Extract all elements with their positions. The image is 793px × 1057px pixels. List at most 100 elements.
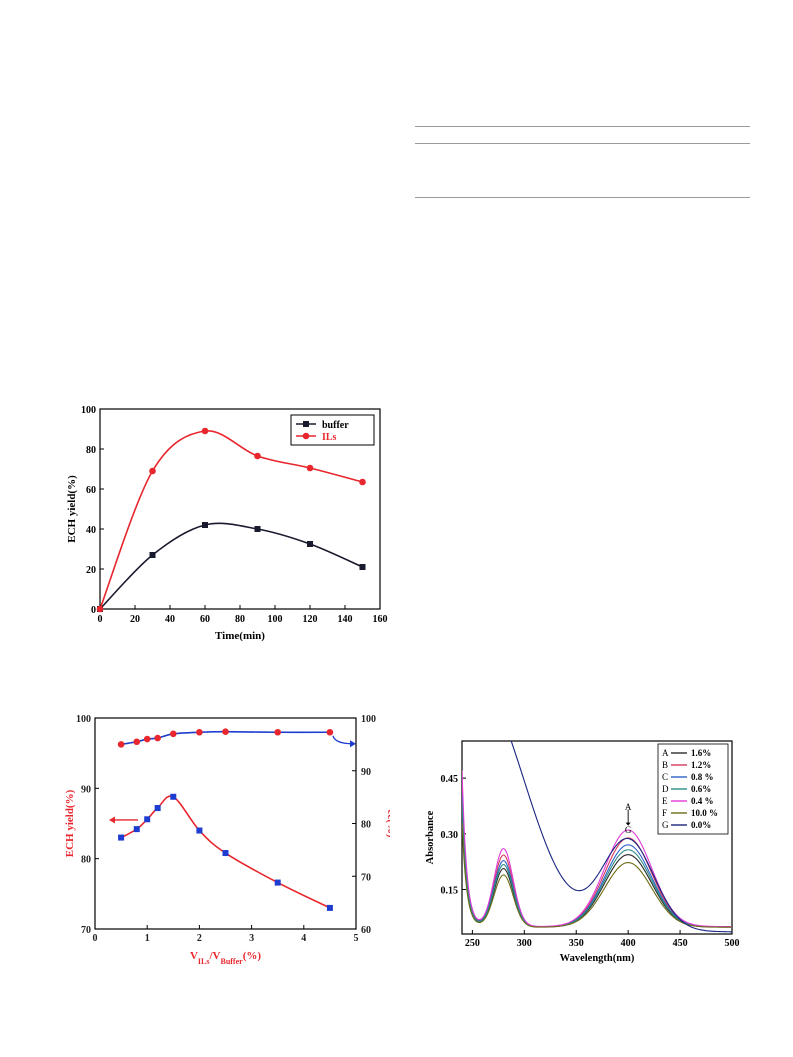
- legend-label-E: 0.4 %: [691, 796, 714, 806]
- data-point-ILs: [306, 464, 314, 472]
- y-tick-label: 60: [86, 485, 96, 496]
- legend-label-G: 0.0%: [691, 820, 711, 830]
- y2-tick-label: 90: [361, 767, 371, 778]
- x-axis-label: Wavelength(nm): [560, 953, 635, 964]
- data-point-left: [222, 850, 229, 857]
- annotation-top-label: A: [625, 802, 632, 812]
- legend-key-C: C: [662, 772, 668, 782]
- left-axis-arrowhead: [109, 816, 115, 824]
- x-tick-label: 4: [301, 933, 306, 944]
- y-tick-label: 0.45: [441, 774, 459, 785]
- y-axis-label: ECH yield(%): [66, 475, 78, 543]
- data-point-right: [143, 735, 151, 743]
- x-tick-label: 2: [197, 933, 202, 944]
- series-line-buffer: [99, 522, 363, 610]
- legend-label-B: 1.2%: [691, 760, 711, 770]
- x-tick-label: 100: [268, 614, 283, 625]
- y-tick-label: 90: [81, 784, 91, 795]
- table-fragment: [415, 126, 750, 198]
- legend-key-G: G: [662, 820, 669, 830]
- data-point-buffer: [359, 564, 366, 570]
- data-point-buffer: [254, 526, 261, 532]
- series-line-ILs: [99, 430, 363, 610]
- x-tick-label: 120: [303, 614, 318, 625]
- y2-tick-label: 60: [361, 925, 371, 936]
- x-tick-label: 3: [249, 933, 254, 944]
- annotation-arrowhead: [625, 822, 631, 826]
- y2-tick-label: 70: [361, 872, 371, 883]
- data-point-left: [144, 816, 151, 823]
- y-tick-label: 70: [81, 925, 91, 936]
- table-bottom-rule: [415, 197, 750, 198]
- x-tick-label: 400: [621, 938, 636, 949]
- legend-key-F: F: [662, 808, 667, 818]
- x-tick-label: 20: [130, 614, 140, 625]
- y-tick-label: 0.30: [441, 830, 459, 841]
- y-tick-label: 0: [91, 605, 96, 616]
- x-tick-label: 60: [200, 614, 210, 625]
- data-point-ILs: [201, 427, 209, 435]
- legend-label-ILs: ILs: [322, 432, 337, 443]
- data-point-left: [154, 805, 161, 812]
- data-point-buffer: [202, 522, 208, 528]
- y-tick-label: 20: [86, 565, 96, 576]
- x-tick-label: 450: [673, 938, 688, 949]
- x-tick-label: 250: [465, 938, 480, 949]
- data-point-ILs: [359, 478, 366, 486]
- legend-key-E: E: [662, 796, 668, 806]
- table-top-rule: [415, 126, 750, 127]
- y-tick-label: 80: [81, 855, 91, 866]
- spectrum-E: [462, 770, 732, 928]
- legend-marker-ILs: [302, 432, 310, 440]
- data-point-ILs: [149, 467, 156, 475]
- data-point-right: [117, 741, 125, 748]
- legend-box: [290, 414, 375, 446]
- data-point-ILs: [254, 452, 261, 460]
- y2-axis-label: ee(%): [385, 809, 390, 837]
- legend-marker-buffer: [303, 421, 309, 427]
- y-tick-label: 100: [76, 714, 91, 725]
- x-axis-label: Time(min): [215, 630, 265, 642]
- spectra-group: [462, 741, 732, 933]
- data-point-right: [170, 730, 177, 738]
- y2-tick-label: 80: [361, 820, 371, 831]
- data-point-right: [274, 728, 281, 736]
- y-tick-label: 0.15: [441, 885, 459, 896]
- legend-label-A: 1.6%: [691, 748, 711, 758]
- data-point-right: [326, 728, 334, 736]
- table-header-rule: [415, 143, 750, 144]
- legend-box: [657, 743, 729, 835]
- ratio-chart: 0 1 2 3 4 5 70 80 90 100 60 70 80 90 100 VILs/VBuffer(%…: [64, 714, 390, 966]
- right-axis-arrowhead: [350, 740, 356, 748]
- data-point-buffer: [307, 541, 313, 547]
- data-point-buffer: [149, 552, 156, 558]
- data-point-left: [118, 834, 125, 841]
- annotation-bottom-label: G: [625, 825, 632, 835]
- spectrum-F: [462, 822, 732, 928]
- time-course-chart: 0 20 40 60 80 100 120 140 160020406080100Time(mi…: [66, 405, 388, 642]
- data-point-left: [274, 879, 281, 886]
- x-tick-label: 500: [725, 938, 740, 949]
- legend-key-B: B: [662, 760, 668, 770]
- data-point-right: [196, 728, 203, 736]
- x-tick-label: 40: [165, 614, 175, 625]
- x-tick-label: 140: [338, 614, 353, 625]
- y-tick-label: 80: [86, 445, 96, 456]
- y-axis-label: Absorbance: [425, 810, 436, 864]
- y2-tick-label: 100: [361, 714, 376, 725]
- x-tick-label: 5: [354, 933, 359, 944]
- x-tick-label: 1: [145, 933, 150, 944]
- data-point-ILs: [96, 605, 104, 613]
- x-tick-label: 300: [517, 938, 532, 949]
- plot-frame: [461, 740, 733, 935]
- legend-label-F: 10.0 %: [691, 808, 718, 818]
- x-tick-label: 80: [235, 614, 245, 625]
- x-tick-label: 0: [98, 614, 103, 625]
- y-tick-label: 100: [81, 405, 96, 416]
- spectrum-D: [462, 802, 732, 928]
- data-point-right: [222, 728, 229, 736]
- x-axis-label: VILs/VBuffer(%): [190, 950, 261, 966]
- spectrum-G: [510, 741, 732, 933]
- x-tick-label: 0: [93, 933, 98, 944]
- data-point-left: [133, 826, 140, 833]
